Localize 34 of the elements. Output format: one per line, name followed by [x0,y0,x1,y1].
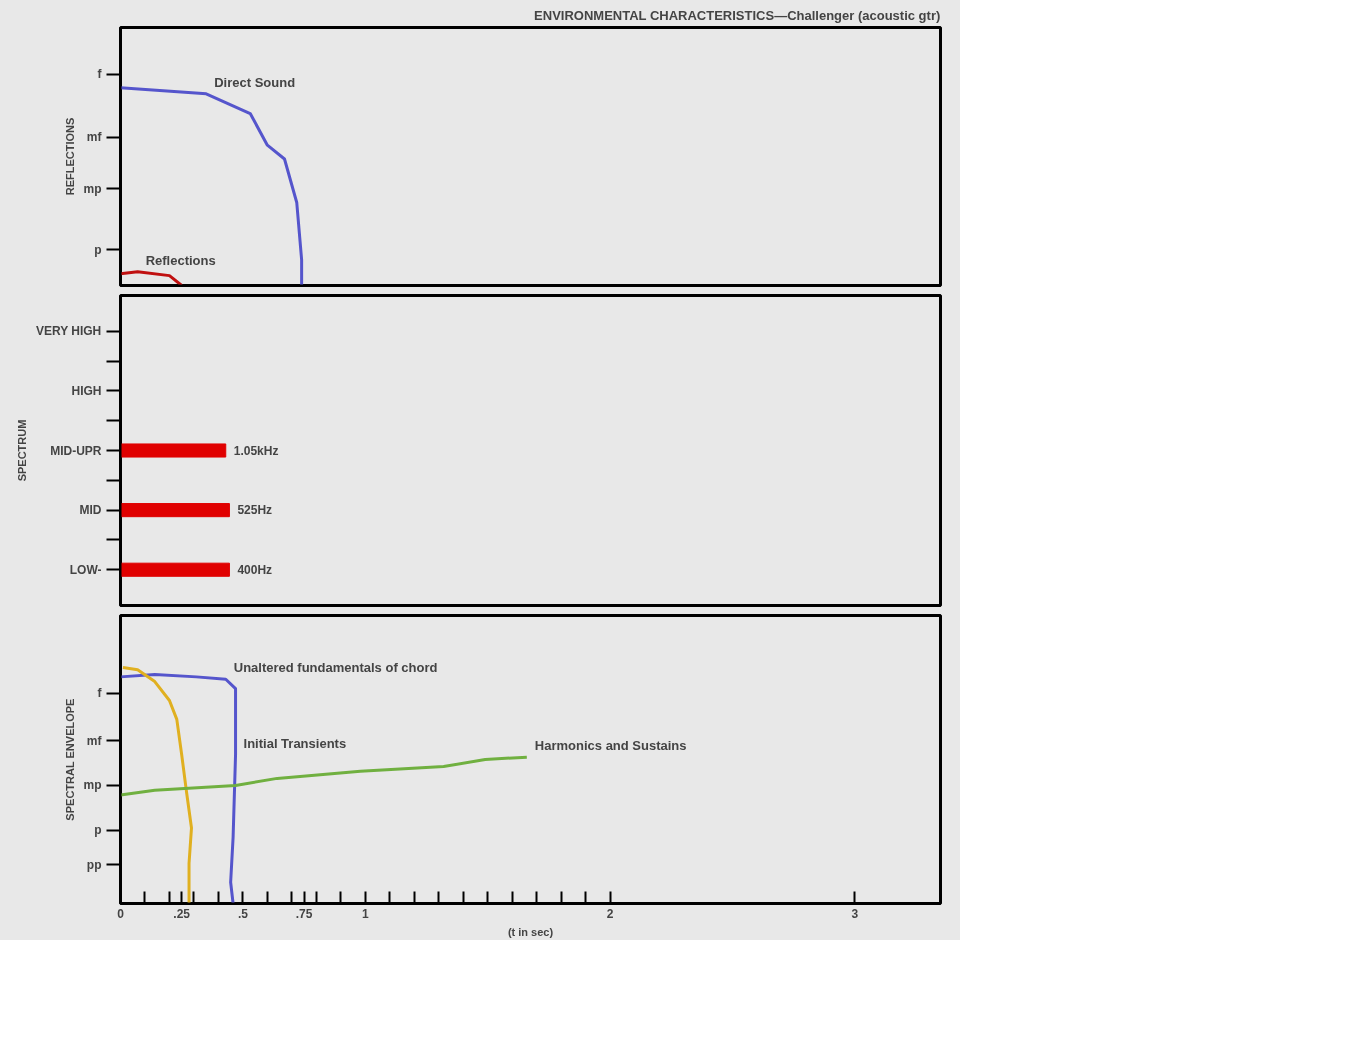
x-tick-label: 3 [851,906,859,921]
annotation: 400Hz [237,562,273,577]
annotation: Initial Transients [243,735,347,751]
ref-line-label: mf [86,733,103,748]
annotation: Reflections [145,252,216,268]
y-axis-title: SPECTRAL ENVELOPE [63,698,76,821]
ref-line-label: mp [83,778,102,793]
annotation: Harmonics and Sustains [534,738,687,754]
chart-title: ENVIRONMENTAL CHARACTERISTICS—Challenger (acoustic gtr) [534,7,941,23]
x-tick-label: 2 [606,906,614,921]
annotation: 1.05kHz [233,443,279,458]
x-axis-title: (t in sec) [507,925,554,938]
x-tick-label: 1 [361,906,369,921]
y-tick-label: MID [79,503,102,518]
annotation: Unaltered fundamentals of chord [233,660,438,676]
y-tick-label: VERY HIGH [35,324,102,339]
ref-line-label: mp [83,181,102,196]
x-tick-label: .75 [295,906,313,921]
y-axis-title: REFLECTIONS [63,117,76,196]
ref-line-label: f [97,686,103,701]
ref-line-label: p [94,242,102,257]
y-axis-title: SPECTRUM [15,419,28,482]
ref-line-label: f [97,67,103,82]
x-tick-label: .25 [173,906,191,921]
y-tick-label: HIGH [71,383,102,398]
y-tick-label: LOW- [69,562,102,577]
x-tick-label: .5 [237,906,249,921]
annotation: Direct Sound [214,74,296,90]
y-tick-label: MID-UPR [50,443,102,458]
annotation: 525Hz [237,503,273,518]
ref-line-label: mf [86,130,103,145]
x-tick-label: 0 [117,906,125,921]
ref-line-label: p [94,823,102,838]
ref-line-label: pp [86,857,102,872]
